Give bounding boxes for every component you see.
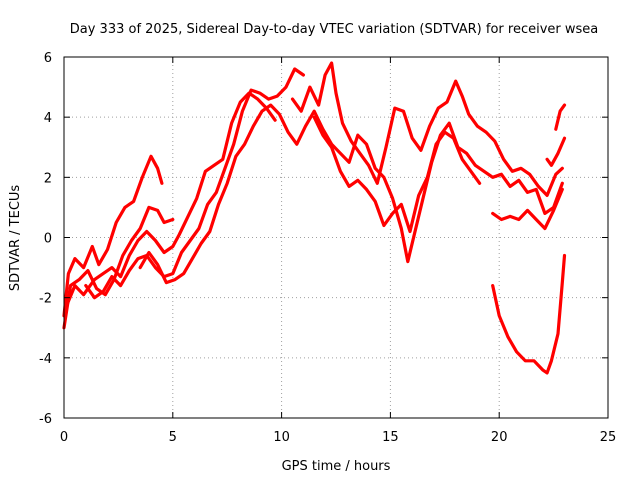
x-tick-label: 15 xyxy=(382,430,399,445)
y-tick-label: -2 xyxy=(39,292,52,307)
grid xyxy=(64,57,608,418)
series-track-1 xyxy=(62,154,164,318)
x-tick-label: 10 xyxy=(273,430,290,445)
x-tick-label: 0 xyxy=(60,430,68,445)
series-track-3 xyxy=(64,91,277,309)
y-tick-label: 4 xyxy=(44,111,52,126)
x-tick-label: 5 xyxy=(169,430,177,445)
y-tick-label: -6 xyxy=(39,412,52,427)
series-track-10 xyxy=(545,136,567,167)
x-tick-label: 25 xyxy=(600,430,617,445)
plot-area xyxy=(62,61,567,375)
y-tick-label: -4 xyxy=(39,352,52,367)
series-track-2 xyxy=(62,205,175,330)
series-track-7 xyxy=(312,115,482,234)
series-track-5 xyxy=(138,103,564,285)
y-tick-label: 2 xyxy=(44,171,52,186)
y-axis-label: SDTVAR / TECUs xyxy=(8,185,23,292)
y-tick-label: 6 xyxy=(44,51,52,66)
series-track-6 xyxy=(290,61,564,197)
x-tick-label: 20 xyxy=(491,430,508,445)
y-tick-label: 0 xyxy=(44,232,52,247)
series-track-8 xyxy=(491,187,564,231)
series-track-4 xyxy=(84,67,305,300)
axis-ticks: 0 5 10 15 20 25 -6 -4 -2 0 2 4 6 xyxy=(39,51,616,445)
chart-title: Day 333 of 2025, Sidereal Day-to-day VTE… xyxy=(70,22,599,37)
series-track-9 xyxy=(491,253,567,375)
x-axis-label: GPS time / hours xyxy=(282,459,391,474)
series-track-11 xyxy=(554,103,567,131)
